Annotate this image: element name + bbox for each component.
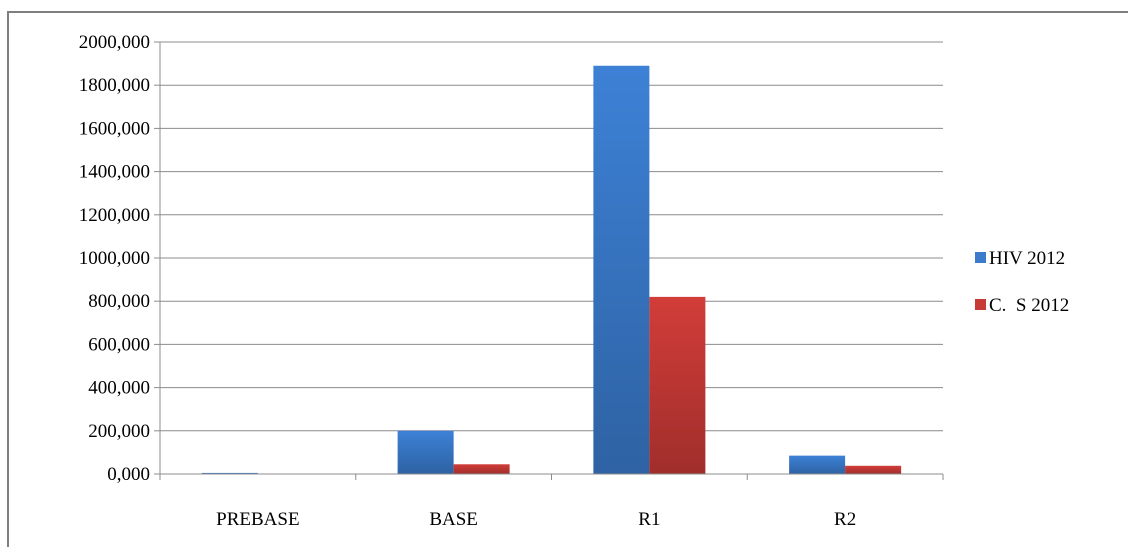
bars — [201, 65, 902, 474]
x-tick-label: BASE — [429, 509, 478, 530]
bar-base-series-0 — [397, 430, 454, 474]
y-tick-label: 1400,000 — [79, 162, 150, 183]
y-tick-label: 1200,000 — [79, 205, 150, 226]
y-tick-label: 1000,000 — [79, 248, 150, 269]
x-tick-label: R2 — [834, 509, 856, 530]
y-tick-label: 1800,000 — [79, 75, 150, 96]
legend-label: HIV 2012 — [989, 248, 1065, 269]
legend: HIV 2012 C. S 2012 — [975, 248, 1069, 316]
y-tick-label: 1600,000 — [79, 118, 150, 139]
axes — [154, 41, 944, 480]
y-tick-labels: 0,000 200,000 400,000 600,000 800,000 1000,00… — [79, 32, 150, 485]
y-tick-label: 200,000 — [88, 421, 150, 442]
gridlines — [160, 41, 943, 432]
bar-r2-series-0 — [789, 455, 846, 474]
bar-r1-series-1 — [649, 296, 706, 474]
x-tick-label: PREBASE — [216, 509, 299, 530]
bar-r2-series-1 — [845, 465, 902, 474]
y-tick-label: 600,000 — [88, 334, 150, 355]
bar-base-series-1 — [453, 464, 510, 474]
x-tick-labels: PREBASE BASE R1 R2 — [216, 509, 856, 530]
legend-swatch — [975, 252, 986, 263]
y-tick-label: 400,000 — [88, 378, 150, 399]
x-tick-label: R1 — [638, 509, 660, 530]
chart-frame — [7, 11, 1128, 547]
bar-r1-series-0 — [593, 65, 650, 474]
legend-label: C. S 2012 — [989, 295, 1069, 316]
legend-swatch — [975, 299, 986, 310]
y-tick-label: 800,000 — [88, 291, 150, 312]
bar-prebase-series-0 — [201, 472, 258, 474]
y-tick-label: 2000,000 — [79, 32, 150, 53]
y-tick-label: 0,000 — [107, 464, 150, 485]
